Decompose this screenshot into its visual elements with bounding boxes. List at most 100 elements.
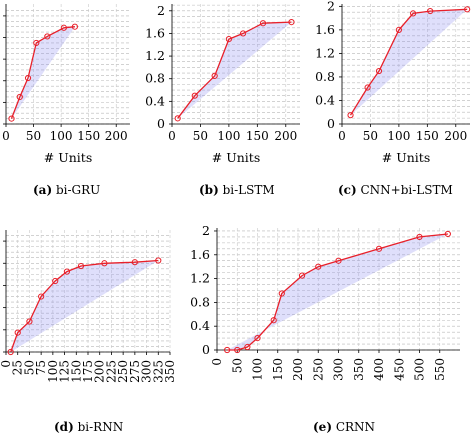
data-point (14, 329, 21, 336)
x-tick-label: 350 (352, 358, 366, 381)
data-point (77, 262, 85, 270)
x-tick-label: 500 (413, 358, 427, 381)
x-tick-label: 550 (433, 358, 447, 381)
data-point (16, 93, 23, 101)
x-tick-label: 150 (416, 129, 439, 143)
data-point (416, 233, 423, 241)
x-tick-label: 0 (210, 358, 224, 366)
data-point (410, 10, 417, 17)
caption-b-letter: (b) (199, 183, 219, 197)
x-tick-label: 250 (116, 360, 130, 383)
y-tick-label: 1.2 (190, 271, 210, 286)
caption-b: (b) bi-LSTM (199, 183, 275, 197)
y-tick-label: 0 (157, 116, 165, 131)
series-line (10, 259, 159, 353)
data-point (7, 348, 14, 356)
x-tick-label: 200 (105, 129, 128, 143)
x-tick-label: 100 (217, 129, 240, 143)
shaded-area (350, 9, 468, 116)
data-point (444, 230, 451, 238)
data-point (259, 20, 267, 27)
panel-4: 0 50 100 150 200 250 300 350 400 450 500 550 0 0.4 0.8… (190, 223, 460, 381)
x-tick-label: 450 (392, 358, 406, 381)
shaded-area (227, 234, 448, 350)
y-tick-label: 0.8 (315, 69, 335, 84)
data-point (427, 7, 434, 15)
x-tick-label: 200 (274, 129, 297, 143)
data-point (191, 92, 198, 99)
y-tick-label: 2 (327, 0, 335, 13)
data-point (375, 245, 383, 252)
y-tick-label: 1.6 (190, 247, 210, 262)
y-tick-label: 0.4 (315, 92, 335, 107)
caption-c: (c) CNN+bi-LSTM (338, 183, 453, 197)
x-tick-label: 350 (163, 360, 177, 383)
data-point (298, 272, 306, 279)
x-tick-label: 100 (46, 360, 60, 383)
y-tick-label: 1.6 (315, 22, 335, 37)
y-tick-label: 2 (157, 3, 165, 18)
series-line (177, 21, 292, 119)
data-point (240, 30, 247, 37)
series-line (10, 26, 75, 119)
data-point (335, 257, 342, 264)
data-point (211, 72, 218, 79)
caption-d: (d) bi-RNN (54, 420, 123, 434)
y-tick-label: 0.4 (145, 93, 165, 108)
caption-c-letter: (c) (338, 183, 357, 197)
data-point (395, 26, 402, 33)
data-point (224, 346, 231, 354)
data-point (71, 23, 78, 30)
data-point (38, 293, 45, 300)
x-tick-label: 175 (81, 360, 95, 383)
x-tick-label: 50 (363, 129, 378, 143)
x-tick-label: 300 (332, 358, 346, 381)
x-tick-label: 0 (0, 360, 13, 368)
data-point (60, 24, 67, 31)
data-point (101, 260, 108, 267)
caption-d-letter: (d) (54, 420, 74, 434)
data-point (244, 343, 251, 351)
data-point (254, 334, 261, 342)
x-tick-label: 200 (93, 360, 107, 383)
data-point (270, 317, 277, 324)
x-tick-label: 50 (193, 129, 208, 143)
data-point (26, 318, 33, 325)
x-tick-label: 300 (140, 360, 154, 383)
caption-a-letter: (a) (33, 183, 53, 197)
shaded-area (177, 22, 292, 119)
y-tick-label: 1.2 (315, 45, 335, 60)
series-line (227, 233, 448, 351)
panel-0: 0 50 100 150 200 # Units (2, 4, 130, 165)
data-point (33, 39, 40, 47)
x-tick-label: 325 (151, 360, 165, 383)
x-tick-label: 200 (444, 129, 467, 143)
shaded-area (10, 260, 159, 352)
x-tick-label: 275 (128, 360, 142, 383)
x-tick-label: 25 (11, 360, 25, 375)
y-tick-label: 1.2 (145, 48, 165, 63)
x-tick-label: 50 (26, 129, 41, 143)
y-tick-label: 0.4 (190, 318, 210, 333)
data-point (131, 259, 138, 266)
data-point (52, 277, 59, 285)
x-tick-label: 100 (387, 129, 410, 143)
panel-1: 0 50 100 150 200 0 0.4 0.8 1.2 1.6 2 # Units (145, 3, 300, 165)
data-point (234, 346, 241, 354)
data-point (347, 112, 354, 119)
x-tick-label: 150 (271, 358, 285, 381)
y-tick-label: 2 (202, 223, 210, 238)
x-tick-label: 0 (2, 129, 10, 143)
data-point (155, 257, 162, 264)
y-tick-label: 0.8 (145, 71, 165, 86)
panel-2: 0 50 100 150 200 0 0.4 0.8 1.2 1.6 2 # Units (315, 0, 471, 165)
data-point (375, 67, 383, 75)
x-tick-label: 150 (77, 129, 100, 143)
x-tick-label: 100 (50, 129, 73, 143)
data-point (174, 115, 181, 122)
x-tick-label: 50 (230, 358, 244, 373)
data-point (24, 74, 32, 82)
x-tick-label: 200 (291, 358, 305, 381)
data-point (288, 19, 295, 26)
